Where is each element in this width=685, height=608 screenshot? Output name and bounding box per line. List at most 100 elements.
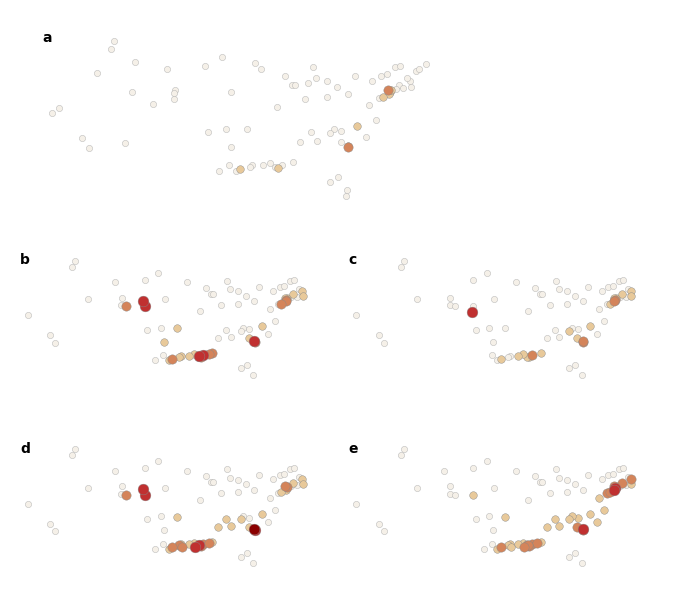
Point bbox=[604, 299, 615, 308]
Point bbox=[168, 88, 179, 98]
Point bbox=[235, 164, 246, 174]
Point bbox=[83, 294, 94, 304]
Point bbox=[160, 294, 171, 304]
Point bbox=[274, 282, 285, 292]
Point bbox=[623, 284, 634, 294]
Point bbox=[321, 77, 332, 86]
Point bbox=[195, 353, 206, 362]
Point bbox=[285, 464, 296, 474]
Point bbox=[282, 293, 292, 303]
Point bbox=[386, 85, 397, 95]
Point bbox=[45, 519, 55, 528]
Point bbox=[373, 330, 384, 340]
Point bbox=[279, 482, 290, 491]
Point bbox=[382, 69, 393, 79]
Point bbox=[535, 348, 546, 358]
Point bbox=[279, 72, 290, 81]
Point bbox=[267, 286, 278, 295]
Point bbox=[513, 351, 524, 361]
Point bbox=[468, 463, 479, 473]
Point bbox=[161, 64, 172, 74]
Point bbox=[399, 256, 410, 266]
Point bbox=[412, 294, 423, 304]
Point bbox=[321, 92, 332, 102]
Point bbox=[83, 483, 94, 492]
Point bbox=[390, 84, 401, 94]
Point bbox=[468, 490, 479, 500]
Point bbox=[166, 354, 177, 364]
Point bbox=[577, 525, 588, 534]
Point bbox=[256, 64, 266, 74]
Point bbox=[264, 305, 275, 314]
Point bbox=[297, 479, 308, 489]
Point bbox=[578, 526, 589, 536]
Point bbox=[625, 286, 636, 295]
Point bbox=[614, 292, 625, 302]
Point bbox=[142, 325, 153, 335]
Point bbox=[479, 544, 490, 553]
Point bbox=[523, 495, 534, 505]
Point bbox=[530, 283, 540, 292]
Point bbox=[471, 514, 482, 523]
Point bbox=[177, 542, 188, 551]
Point bbox=[279, 281, 290, 291]
Point bbox=[486, 350, 497, 360]
Point bbox=[342, 185, 353, 195]
Point bbox=[225, 142, 236, 152]
Point bbox=[222, 464, 233, 474]
Point bbox=[572, 522, 583, 531]
Point bbox=[287, 157, 298, 167]
Point bbox=[153, 456, 164, 466]
Point bbox=[449, 302, 460, 311]
Point bbox=[206, 289, 216, 299]
Point bbox=[201, 471, 212, 481]
Point bbox=[182, 466, 192, 475]
Point bbox=[626, 291, 637, 300]
Point bbox=[549, 325, 560, 335]
Point bbox=[288, 275, 299, 285]
Point bbox=[248, 370, 259, 379]
Point bbox=[325, 128, 336, 137]
Point bbox=[142, 514, 153, 523]
Point bbox=[297, 286, 308, 295]
Point bbox=[510, 277, 521, 287]
Point bbox=[577, 370, 588, 379]
Point bbox=[617, 463, 628, 473]
Point bbox=[155, 323, 166, 333]
Point bbox=[238, 323, 249, 333]
Point bbox=[22, 499, 33, 509]
Point bbox=[163, 355, 174, 365]
Point bbox=[291, 292, 302, 302]
Point bbox=[222, 275, 233, 285]
Point bbox=[109, 36, 120, 46]
Point bbox=[513, 539, 524, 549]
Point bbox=[280, 485, 291, 495]
Point bbox=[243, 522, 254, 531]
Text: d: d bbox=[20, 441, 30, 455]
Point bbox=[70, 256, 81, 266]
Point bbox=[256, 321, 267, 331]
Point bbox=[208, 289, 219, 299]
Point bbox=[614, 464, 625, 474]
Point bbox=[413, 64, 424, 74]
Point bbox=[274, 471, 285, 480]
Point bbox=[294, 284, 305, 294]
Point bbox=[614, 275, 625, 285]
Point bbox=[379, 337, 390, 347]
Point bbox=[395, 61, 406, 71]
Point bbox=[545, 488, 556, 498]
Point bbox=[504, 351, 515, 361]
Point bbox=[249, 337, 260, 347]
Point bbox=[471, 325, 482, 335]
Point bbox=[534, 477, 545, 487]
Text: e: e bbox=[349, 441, 358, 455]
Point bbox=[527, 539, 538, 548]
Point bbox=[438, 466, 449, 475]
Point bbox=[275, 487, 286, 497]
Point bbox=[564, 552, 575, 562]
Point bbox=[244, 324, 255, 334]
Point bbox=[532, 538, 543, 548]
Point bbox=[482, 268, 493, 277]
Point bbox=[502, 352, 513, 362]
Point bbox=[92, 68, 103, 78]
